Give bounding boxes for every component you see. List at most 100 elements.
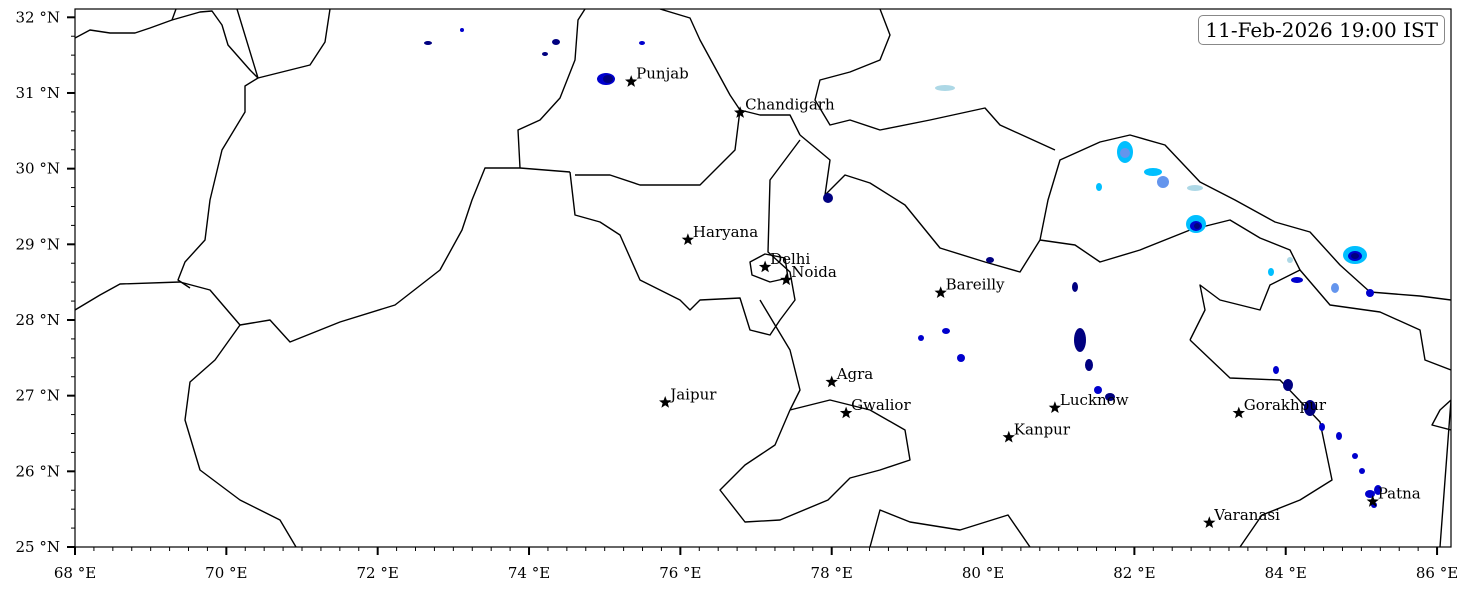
y-tick-label: 31 °N <box>16 84 60 102</box>
x-tick-label: 84 °E <box>1265 564 1307 582</box>
y-tick-label: 25 °N <box>16 538 60 556</box>
boundary-line <box>569 139 801 336</box>
precip-blob <box>1187 185 1203 191</box>
city-marker: Delhi <box>758 250 810 273</box>
star-icon <box>1002 430 1015 443</box>
star-icon <box>659 396 672 408</box>
city-label: Punjab <box>636 65 689 83</box>
city-label: Bareilly <box>946 276 1005 294</box>
star-icon <box>1203 516 1216 528</box>
precip-blob <box>918 335 924 341</box>
star-icon <box>780 273 793 286</box>
precip-blob <box>1074 328 1086 352</box>
boundary-line <box>1431 399 1451 547</box>
city-label: Chandigarh <box>745 96 835 114</box>
city-label: Gwalior <box>851 396 911 414</box>
precip-blob <box>1359 468 1365 474</box>
city-marker: Chandigarh <box>734 96 835 118</box>
city-label: Haryana <box>693 223 758 241</box>
city-marker: Patna <box>1366 485 1421 507</box>
precip-blob <box>1352 453 1358 459</box>
city-label: Varanasi <box>1213 506 1280 524</box>
x-tick-label: 72 °E <box>357 564 399 582</box>
boundary-line <box>814 9 1056 151</box>
boundary-line <box>799 134 1451 301</box>
boundary-line <box>177 77 259 289</box>
boundary-line <box>75 9 177 39</box>
boundary-line <box>759 299 801 411</box>
precip-blob <box>1343 246 1367 264</box>
precip-blob <box>1365 490 1375 498</box>
precip-blob <box>823 193 833 203</box>
y-tick-label: 27 °N <box>16 387 60 405</box>
x-tick-label: 78 °E <box>811 564 853 582</box>
precip-blob <box>957 354 965 362</box>
x-tick-label: 70 °E <box>205 564 247 582</box>
precip-blob <box>542 52 548 56</box>
precip-blob <box>1268 268 1274 276</box>
precip-blob <box>1096 183 1102 191</box>
precipitation-layer <box>424 28 1382 508</box>
precip-blob <box>986 257 994 263</box>
y-tick-label: 28 °N <box>16 311 60 329</box>
boundary-line <box>75 167 571 343</box>
star-icon <box>1048 401 1062 413</box>
boundary-line <box>869 509 1031 547</box>
precip-blob <box>1336 432 1342 440</box>
precip-blob <box>552 39 560 45</box>
boundary-line <box>236 9 331 79</box>
x-tick-label: 74 °E <box>508 564 550 582</box>
timestamp-label: 11-Feb-2026 19:00 IST <box>1198 15 1445 45</box>
precip-blob <box>424 41 432 45</box>
precip-blob <box>1072 282 1078 292</box>
precip-blob <box>597 73 615 85</box>
axes: 68 °E 70 °E 72 °E 74 °E 76 °E 78 °E 80 °E 82 °E… <box>16 8 1459 582</box>
x-tick-label: 80 °E <box>962 564 1004 582</box>
plot-frame <box>74 8 1452 548</box>
city-marker: Varanasi <box>1203 506 1280 528</box>
city-label: Lucknow <box>1060 391 1129 409</box>
boundary-line <box>575 109 741 186</box>
city-marker: Agra <box>825 365 873 388</box>
precip-blob <box>1287 257 1293 263</box>
x-tick-label: 68 °E <box>54 564 96 582</box>
city-marker: Gwalior <box>839 396 911 419</box>
precip-blob <box>1304 400 1316 416</box>
precip-blob <box>942 328 950 334</box>
city-marker: Punjab <box>625 65 689 87</box>
precip-blob <box>1283 379 1293 391</box>
star-icon <box>1232 406 1245 419</box>
y-tick-label: 32 °N <box>16 8 60 26</box>
city-marker: Haryana <box>681 223 758 245</box>
x-tick-label: 82 °E <box>1113 564 1155 582</box>
precip-blob <box>1331 283 1339 293</box>
star-icon <box>825 375 838 388</box>
city-label: Kanpur <box>1014 420 1071 438</box>
precip-blob <box>639 41 645 45</box>
star-icon <box>1366 495 1379 507</box>
city-marker: Lucknow <box>1048 391 1129 413</box>
precip-blob <box>1105 393 1115 401</box>
precip-blob <box>1291 277 1303 283</box>
x-tick-label: 76 °E <box>659 564 701 582</box>
boundary-line <box>184 324 297 547</box>
city-marker: Bareilly <box>934 276 1005 298</box>
star-icon <box>734 106 747 118</box>
star-icon <box>934 286 947 298</box>
precip-blob <box>1094 386 1102 394</box>
y-tick-label: 30 °N <box>16 160 60 178</box>
boundary-line <box>171 10 259 79</box>
star-icon <box>839 406 853 419</box>
boundary-line <box>719 399 911 523</box>
precip-blob <box>1157 176 1169 188</box>
y-tick-label: 29 °N <box>16 235 60 253</box>
precip-blob <box>1366 289 1374 297</box>
city-label: Gorakhpur <box>1244 396 1327 414</box>
star-icon <box>758 260 772 273</box>
boundary-line <box>517 9 586 169</box>
precip-blob <box>1319 423 1325 431</box>
city-label: Jaipur <box>668 385 717 403</box>
